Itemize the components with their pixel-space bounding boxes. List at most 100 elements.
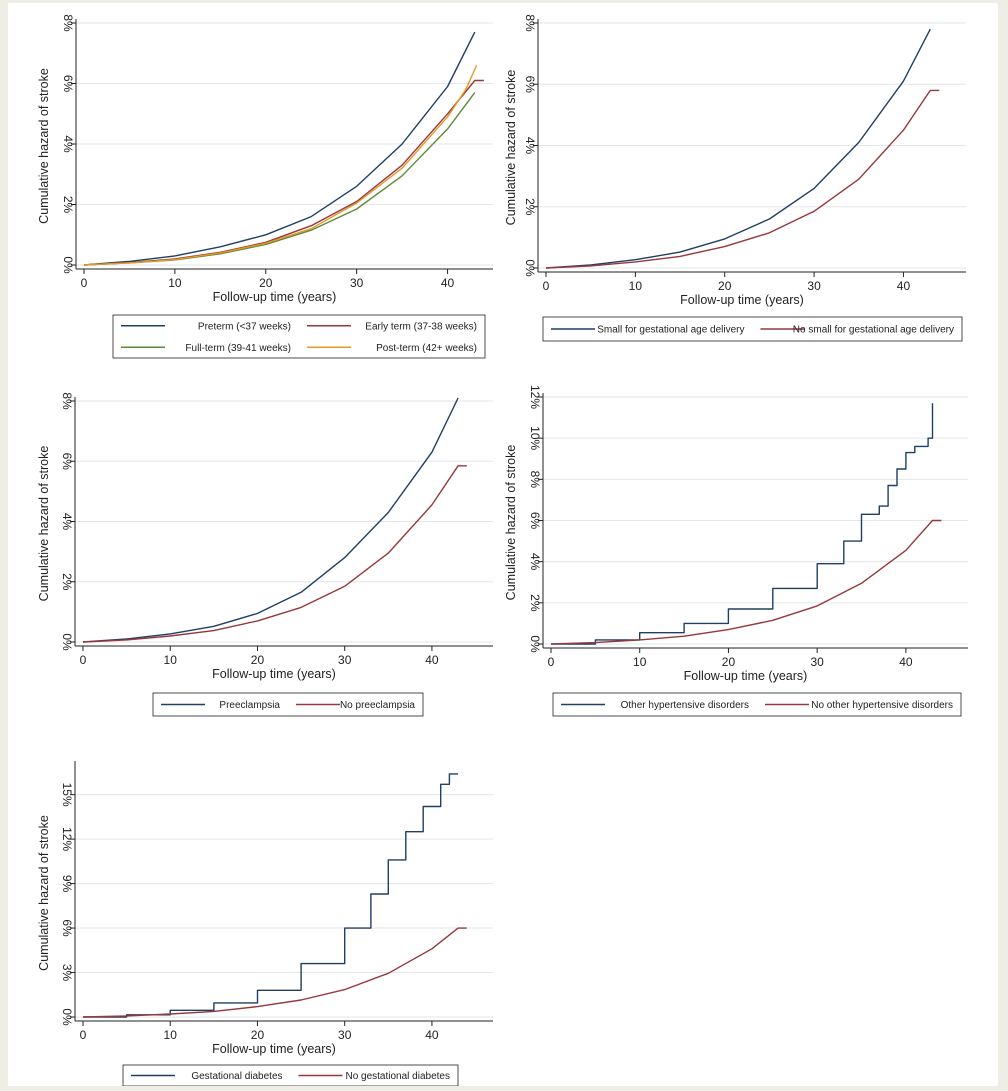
series-line-2 [545, 89, 940, 269]
chart-panel-5: 0% 3% 6% 9% 12% 15% 0 10 20 30 40 Follow-up time (y… [37, 761, 493, 1087]
y-axis-title: Cumulative hazard of stroke [37, 68, 51, 224]
x-tick-label: 20 [259, 276, 273, 290]
legend: Preterm (<37 weeks) Early term (37-38 wee… [112, 314, 486, 359]
chart-figure: 0% 2% 4% 6% 8% 0 10 20 30 40 Follow-up time (years… [37, 14, 968, 1087]
x-axis-title: Follow-up time (years) [212, 667, 336, 681]
x-tick-label: 20 [722, 655, 736, 669]
y-tick-label: 2% [528, 594, 542, 612]
legend-label: Preterm (<37 weeks) [198, 321, 291, 332]
x-tick-label: 30 [338, 653, 352, 667]
series-line-1 [82, 397, 459, 643]
y-tick-label: 12% [528, 385, 542, 409]
x-tick-label: 10 [168, 276, 182, 290]
y-tick-label: 0% [60, 633, 74, 651]
legend-label: No gestational diabetes [345, 1071, 450, 1082]
y-tick-label: 0% [523, 259, 537, 277]
x-tick-label: 0 [548, 655, 555, 669]
y-axis-title: Cumulative hazard of stroke [504, 70, 518, 226]
x-tick-label: 0 [543, 279, 550, 293]
y-axis-title: Cumulative hazard of stroke [37, 446, 51, 602]
y-axis-title: Cumulative hazard of stroke [37, 815, 51, 971]
figure: 0% 2% 4% 6% 8% 0 10 20 30 40 Follow-up time (years… [8, 3, 998, 1087]
series-line-1 [551, 403, 934, 645]
legend-label: Full-term (39-41 weeks) [185, 343, 291, 354]
y-tick-label: 8% [523, 14, 537, 32]
legend-box [542, 316, 963, 342]
series-line-2 [550, 519, 942, 645]
y-tick-label: 12% [60, 827, 74, 851]
legend-label: Other hypertensive disorders [621, 700, 749, 711]
x-tick-label: 30 [810, 655, 824, 669]
series-line-1 [83, 31, 476, 266]
chart-panel-2: 0% 2% 4% 6% 8% 0 10 20 30 40 Follow-up time (years… [504, 14, 966, 342]
legend-label: No small for gestational age delivery [793, 325, 954, 336]
x-tick-label: 0 [80, 653, 87, 667]
x-tick-label: 40 [897, 279, 911, 293]
x-tick-label: 0 [81, 276, 88, 290]
legend: Gestational diabetes No gestational diabe… [122, 1064, 459, 1087]
y-tick-label: 8% [528, 471, 542, 489]
x-tick-label: 10 [164, 1028, 178, 1042]
y-tick-label: 8% [61, 14, 75, 32]
legend: Preeclampsia No preeclampsia [152, 692, 424, 717]
legend-label: Post-term (42+ weeks) [376, 343, 477, 354]
chart-panel-3: 0% 2% 4% 6% 8% 0 10 20 30 40 Follow-up time (years… [37, 392, 493, 717]
series-line-2 [82, 927, 467, 1018]
x-tick-label: 20 [251, 653, 265, 667]
legend-box [112, 314, 486, 359]
y-tick-label: 0% [60, 1008, 74, 1026]
y-tick-label: 2% [60, 573, 74, 591]
x-tick-label: 40 [425, 653, 439, 667]
y-tick-label: 4% [60, 513, 74, 531]
series-line-1 [545, 28, 931, 269]
x-tick-label: 40 [899, 655, 913, 669]
y-tick-label: 2% [523, 198, 537, 216]
x-tick-label: 10 [629, 279, 643, 293]
y-tick-label: 6% [60, 919, 74, 937]
y-axis-title: Cumulative hazard of stroke [504, 445, 518, 601]
y-tick-label: 3% [60, 964, 74, 982]
x-axis-title: Follow-up time (years) [680, 293, 804, 307]
x-axis-title: Follow-up time (years) [212, 1042, 336, 1056]
x-tick-label: 40 [425, 1028, 439, 1042]
x-tick-label: 20 [251, 1028, 265, 1042]
y-tick-label: 8% [60, 392, 74, 410]
chart-panel-1: 0% 2% 4% 6% 8% 0 10 20 30 40 Follow-up time (years… [37, 14, 493, 359]
y-tick-label: 6% [523, 76, 537, 94]
legend-label: Gestational diabetes [191, 1071, 282, 1082]
x-tick-label: 0 [80, 1028, 87, 1042]
x-tick-label: 10 [633, 655, 647, 669]
y-tick-label: 0% [528, 635, 542, 653]
y-tick-label: 15% [60, 783, 74, 807]
x-tick-label: 20 [718, 279, 732, 293]
legend-label: Preeclampsia [219, 700, 280, 711]
legend-box [152, 692, 424, 717]
x-axis-title: Follow-up time (years) [684, 669, 808, 683]
legend-label: Early term (37-38 weeks) [365, 321, 477, 332]
x-tick-label: 30 [338, 1028, 352, 1042]
y-tick-label: 10% [528, 426, 542, 450]
y-tick-label: 4% [61, 135, 75, 153]
legend: Other hypertensive disorders No other hyp… [552, 692, 962, 717]
legend-box [552, 692, 962, 717]
y-tick-label: 2% [61, 196, 75, 214]
x-tick-label: 40 [441, 276, 455, 290]
y-tick-label: 4% [523, 137, 537, 155]
y-tick-label: 6% [61, 75, 75, 93]
x-tick-label: 30 [807, 279, 821, 293]
x-tick-label: 30 [350, 276, 364, 290]
y-tick-label: 0% [61, 256, 75, 274]
legend: Small for gestational age delivery No sma… [542, 316, 963, 342]
y-tick-label: 9% [60, 875, 74, 893]
legend-label: Small for gestational age delivery [597, 325, 744, 336]
y-tick-label: 6% [528, 512, 542, 530]
chart-panel-4: 0% 2% 4% 6% 8% 10% 12% 0 10 20 30 40 Follow-up time … [504, 385, 968, 717]
series-line-2 [82, 465, 467, 643]
y-tick-label: 4% [528, 553, 542, 571]
legend-label: No other hypertensive disorders [811, 700, 953, 711]
series-line-4 [83, 65, 478, 266]
y-tick-label: 6% [60, 453, 74, 471]
series-line-1 [83, 773, 459, 1018]
legend-label: No preeclampsia [340, 700, 415, 711]
x-tick-label: 10 [164, 653, 178, 667]
